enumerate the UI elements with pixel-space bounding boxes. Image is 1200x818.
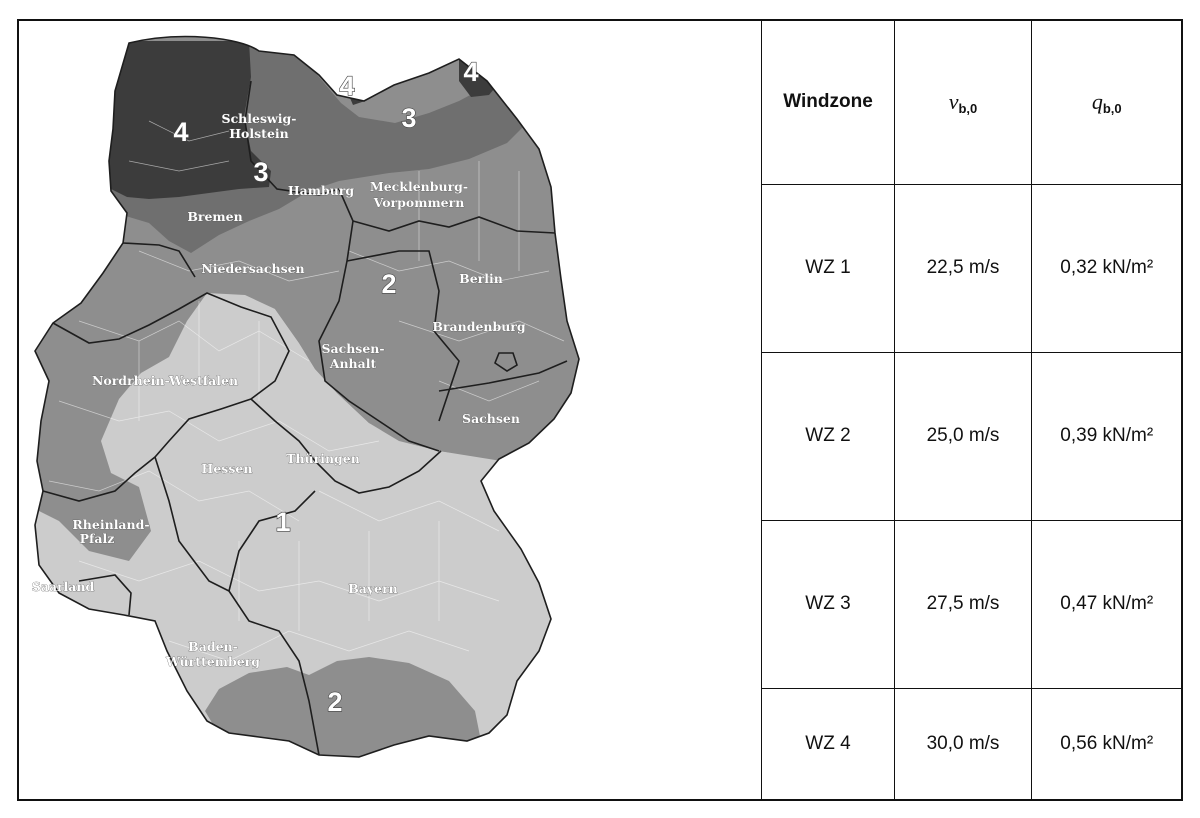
district-lines [48,120,565,662]
cell-velocity: 25,0 m/s [894,351,1032,521]
zone-label-4-west: 4 [173,117,188,147]
cell-zone: WZ 3 [761,519,895,689]
table-row: WZ 4 30,0 m/s 0,56 kN/m² [761,687,1182,799]
zone-label-4-ruegen: 4 [463,57,478,87]
header-velocity: vb,0 [894,21,1032,185]
cell-pressure: 0,32 kN/m² [1031,183,1182,353]
label-rheinland-pfalz-line1: Rheinland- [72,517,149,532]
header-velocity-symbol: v [948,88,959,114]
label-hessen: Hessen [202,461,253,476]
cell-zone: WZ 2 [761,351,895,521]
state-borders [34,35,580,758]
header-pressure-subscript: b,0 [1102,100,1122,116]
cell-velocity: 27,5 m/s [894,519,1032,689]
cell-zone: WZ 4 [761,687,895,799]
label-sachsen-anhalt-line2: Anhalt [329,356,377,371]
label-sachsen-anhalt-line1: Sachsen- [321,341,384,356]
cell-zone: WZ 1 [761,183,895,353]
cell-pressure: 0,39 kN/m² [1031,351,1182,521]
zone-label-2-north: 2 [381,269,396,299]
label-thueringen: Thüringen [286,451,360,466]
label-brandenburg: Brandenburg [432,319,526,334]
table-header-row: Windzone vb,0 qb,0 [761,21,1182,185]
zone-label-3-east: 3 [401,103,416,133]
zone-shading [35,36,579,758]
header-windzone: Windzone [761,21,895,185]
label-rheinland-pfalz-line2: Pfalz [80,531,115,546]
label-bremen: Bremen [187,209,242,224]
zone-label-3-west: 3 [253,157,268,187]
label-schleswig-holstein-line1: Schleswig- [222,111,297,126]
zone-label-1: 1 [275,507,290,537]
cell-pressure: 0,56 kN/m² [1031,687,1182,799]
wind-zone-table: Windzone vb,0 qb,0 WZ 1 22,5 m/s 0,32 kN… [761,21,1182,799]
label-baden-wuerttemberg-line1: Baden- [188,639,238,654]
table-row: WZ 1 22,5 m/s 0,32 kN/m² [761,183,1182,353]
table-row: WZ 3 27,5 m/s 0,47 kN/m² [761,519,1182,689]
cell-pressure: 0,47 kN/m² [1031,519,1182,689]
header-pressure: qb,0 [1031,21,1182,185]
label-mecklenburg-vorpommern-line2: Vorpommern [373,195,465,210]
figure-frame: Schleswig- Holstein Hamburg Mecklenburg-… [17,19,1183,801]
cell-velocity: 22,5 m/s [894,183,1032,353]
zone-label-4-fehmarn: 4 [339,71,354,101]
germany-map-svg: Schleswig- Holstein Hamburg Mecklenburg-… [31,35,580,758]
label-schleswig-holstein-line2: Holstein [229,126,289,141]
label-bayern: Bayern [348,581,398,596]
header-pressure-symbol: q [1091,88,1103,114]
label-baden-wuerttemberg-line2: Württemberg [165,654,260,669]
label-sachsen: Sachsen [462,411,520,426]
label-niedersachsen: Niedersachsen [201,261,304,276]
label-mecklenburg-vorpommern-line1: Mecklenburg- [370,179,468,194]
zone-label-2-south: 2 [327,687,342,717]
label-nordrhein-westfalen: Nordrhein-Westfalen [92,373,238,388]
header-velocity-subscript: b,0 [958,100,978,116]
label-berlin: Berlin [459,271,503,286]
cell-velocity: 30,0 m/s [894,687,1032,799]
zone-4-area [107,41,271,199]
wind-zone-map: Schleswig- Holstein Hamburg Mecklenburg-… [19,21,761,799]
label-hamburg: Hamburg [288,183,355,198]
label-saarland: Saarland [32,579,95,594]
wind-zone-values-table: Windzone vb,0 qb,0 WZ 1 22,5 m/s 0,32 kN… [761,21,1182,799]
table-row: WZ 2 25,0 m/s 0,39 kN/m² [761,351,1182,521]
zone-number-labels: 1 2 2 3 3 4 4 4 [173,56,479,717]
region-labels: Schleswig- Holstein Hamburg Mecklenburg-… [31,111,526,670]
